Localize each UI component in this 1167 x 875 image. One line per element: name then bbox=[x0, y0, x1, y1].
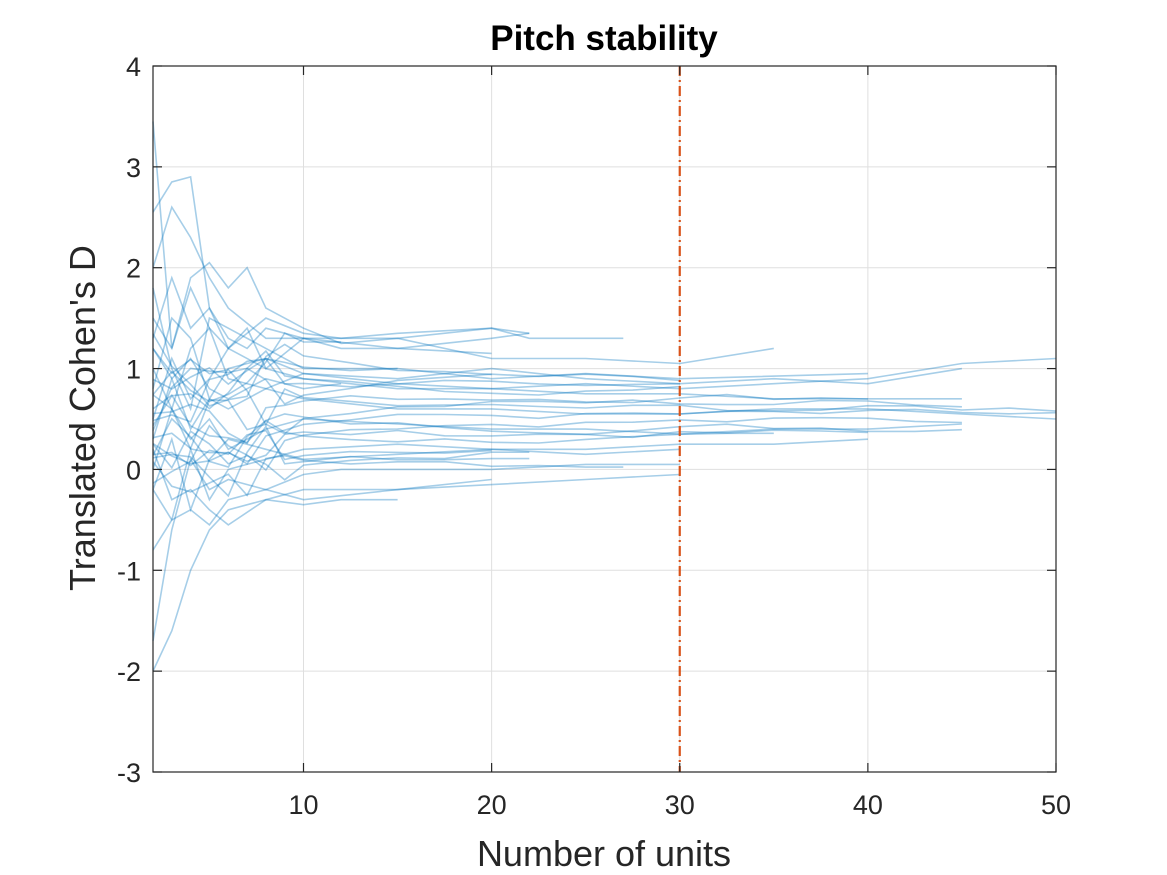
series-line bbox=[152, 416, 962, 484]
series-line bbox=[152, 408, 1057, 465]
series-line bbox=[152, 287, 868, 412]
series-line bbox=[152, 394, 774, 444]
series-lines bbox=[152, 121, 1057, 672]
series-line bbox=[152, 121, 530, 350]
series-line bbox=[152, 358, 680, 423]
series-line bbox=[152, 406, 962, 470]
series-line bbox=[152, 454, 624, 497]
axes bbox=[152, 65, 1057, 773]
y-tick-label: 4 bbox=[126, 52, 141, 82]
x-tick-label: 40 bbox=[853, 790, 883, 820]
series-line bbox=[152, 347, 1057, 420]
series-line bbox=[152, 429, 492, 467]
series-line bbox=[152, 376, 1057, 440]
x-tick-label: 50 bbox=[1041, 790, 1071, 820]
series-line bbox=[152, 478, 492, 527]
series-line bbox=[152, 326, 962, 412]
series-line bbox=[152, 349, 680, 427]
series-line bbox=[152, 275, 624, 370]
series-line bbox=[152, 347, 342, 400]
y-tick-label: -1 bbox=[117, 556, 141, 586]
y-tick-label: 1 bbox=[126, 355, 141, 385]
x-axis-label: Number of units bbox=[477, 833, 731, 874]
series-line bbox=[152, 430, 530, 481]
series-line bbox=[152, 473, 680, 672]
series-line bbox=[152, 457, 680, 642]
series-line bbox=[152, 367, 680, 431]
series-line bbox=[152, 205, 492, 355]
series-line bbox=[152, 332, 342, 403]
y-tick-label: -3 bbox=[117, 758, 141, 788]
y-tick-label: 2 bbox=[126, 254, 141, 284]
series-line bbox=[152, 175, 530, 350]
series-line bbox=[152, 443, 680, 551]
axes-box bbox=[152, 65, 1057, 773]
series-line bbox=[152, 436, 868, 513]
chart-title: Pitch stability bbox=[490, 19, 718, 58]
series-line bbox=[152, 449, 398, 526]
series-line bbox=[152, 393, 868, 445]
series-line bbox=[152, 413, 962, 468]
x-tick-label: 30 bbox=[665, 790, 695, 820]
y-tick-label: -2 bbox=[117, 657, 141, 687]
x-tick-label: 10 bbox=[288, 790, 318, 820]
series-line bbox=[152, 316, 963, 401]
series-line bbox=[152, 399, 962, 450]
y-axis-label: Translated Cohen's D bbox=[62, 245, 103, 591]
series-line bbox=[152, 424, 530, 498]
series-line bbox=[152, 348, 1057, 427]
series-line bbox=[152, 261, 774, 365]
y-tick-label: 3 bbox=[126, 153, 141, 183]
series-line bbox=[152, 357, 398, 390]
y-tick-label: 0 bbox=[126, 455, 141, 485]
series-line bbox=[152, 394, 868, 463]
x-tick-label: 20 bbox=[477, 790, 507, 820]
series-line bbox=[152, 333, 492, 407]
